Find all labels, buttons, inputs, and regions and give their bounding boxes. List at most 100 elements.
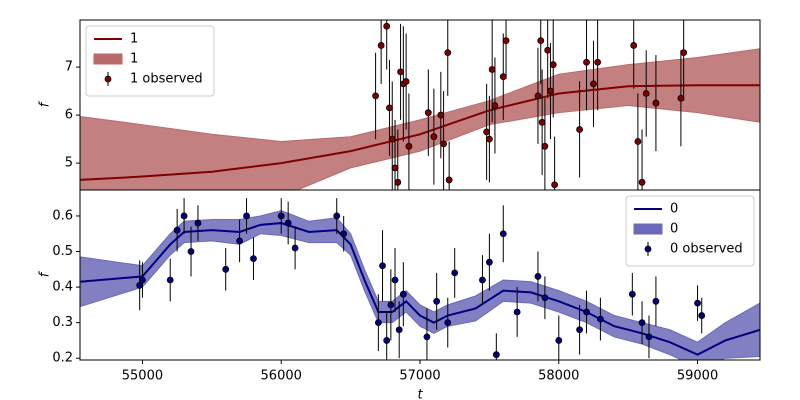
- plot-area: [80, 198, 760, 360]
- x-tick-label: 55000: [122, 369, 163, 384]
- observed-point: [628, 290, 636, 298]
- y-tick-label: 0.2: [52, 351, 73, 366]
- observed-point: [583, 58, 590, 66]
- y-axis-label: f: [38, 100, 53, 107]
- x-tick-label: 57000: [399, 369, 440, 384]
- observed-point: [677, 94, 685, 102]
- mean-line: [80, 84, 760, 181]
- observed-point: [187, 248, 195, 255]
- y-tick-label: 0.3: [52, 315, 73, 330]
- observed-point: [694, 299, 701, 307]
- observed-point: [391, 164, 399, 172]
- observed-point: [576, 326, 583, 334]
- observed-point: [680, 49, 688, 57]
- observed-point: [483, 128, 491, 136]
- observed-point: [430, 133, 438, 141]
- observed-point: [549, 61, 557, 69]
- confidence-band: [80, 48, 760, 190]
- observed-point: [397, 68, 404, 76]
- observed-point: [383, 22, 391, 30]
- observed-point: [387, 301, 395, 309]
- legend-patch: [633, 223, 663, 235]
- observed-point: [488, 66, 496, 73]
- observed-point: [630, 42, 638, 49]
- observed-point: [379, 262, 386, 270]
- observed-point: [139, 276, 146, 284]
- observed-point: [544, 46, 552, 54]
- observed-point: [424, 109, 432, 117]
- observed-point: [383, 337, 391, 344]
- observed-point: [284, 219, 292, 227]
- observed-point: [538, 118, 546, 126]
- observed-point: [194, 219, 202, 227]
- y-tick-label: 0.6: [52, 208, 73, 223]
- x-tick-label: 58000: [538, 369, 579, 384]
- observed-point: [374, 319, 382, 327]
- observed-point: [372, 92, 379, 100]
- observed-point: [492, 351, 500, 359]
- observed-point: [391, 276, 399, 284]
- plot-area: [80, 20, 760, 190]
- observed-point: [222, 265, 230, 273]
- observed-point: [698, 312, 706, 319]
- legend-label: 1: [130, 52, 138, 67]
- observed-point: [444, 49, 452, 57]
- legend-point: [104, 75, 112, 83]
- observed-point: [340, 230, 348, 238]
- observed-point: [547, 87, 554, 95]
- y-tick-label: 6: [65, 108, 73, 123]
- observed-point: [250, 255, 257, 263]
- legend-patch: [93, 53, 123, 65]
- observed-point: [386, 104, 393, 112]
- observed-point: [499, 73, 507, 81]
- observed-point: [402, 78, 410, 85]
- observed-point: [597, 315, 604, 323]
- observed-point: [433, 297, 441, 305]
- mean-line: [80, 222, 760, 356]
- observed-point: [277, 212, 285, 220]
- legend-label: 0: [670, 202, 678, 217]
- confidence-band: [80, 210, 760, 360]
- observed-point: [645, 333, 653, 341]
- observed-point: [136, 281, 144, 289]
- observed-point: [590, 80, 597, 88]
- observed-point: [243, 212, 250, 220]
- x-tick-label: 59000: [677, 369, 718, 384]
- observed-point: [534, 273, 542, 280]
- observed-point: [499, 230, 507, 238]
- legend: 0 0 0 observed: [625, 195, 755, 267]
- observed-point: [583, 308, 590, 316]
- observed-point: [166, 276, 174, 284]
- observed-point: [377, 42, 385, 49]
- observed-point: [394, 178, 402, 186]
- y-tick-label: 5: [65, 156, 73, 171]
- observed-point: [491, 102, 499, 109]
- observed-point: [555, 337, 563, 344]
- observed-point: [541, 142, 549, 150]
- observed-point: [173, 226, 181, 234]
- observed-point: [485, 258, 493, 266]
- y-axis-label: f: [38, 270, 53, 277]
- y-tick-label: 7: [65, 60, 73, 75]
- observed-point: [333, 212, 341, 220]
- observed-point: [638, 178, 646, 186]
- observed-point: [423, 333, 431, 341]
- y-tick-label: 0.4: [52, 280, 73, 295]
- observed-point: [652, 99, 660, 107]
- observed-point: [502, 37, 510, 45]
- observed-point: [444, 319, 452, 327]
- x-axis-label: t: [417, 388, 423, 400]
- observed-point: [652, 297, 660, 305]
- observed-point: [485, 135, 493, 143]
- observed-point: [405, 142, 413, 150]
- observed-point: [594, 58, 602, 66]
- observed-point: [395, 326, 403, 334]
- legend-box: [85, 25, 215, 97]
- legend-label: 0 observed: [670, 242, 743, 257]
- observed-point: [399, 290, 407, 298]
- legend-label: 1: [130, 32, 138, 47]
- observed-point: [642, 90, 650, 97]
- observed-point: [291, 244, 299, 252]
- observed-point: [534, 92, 542, 100]
